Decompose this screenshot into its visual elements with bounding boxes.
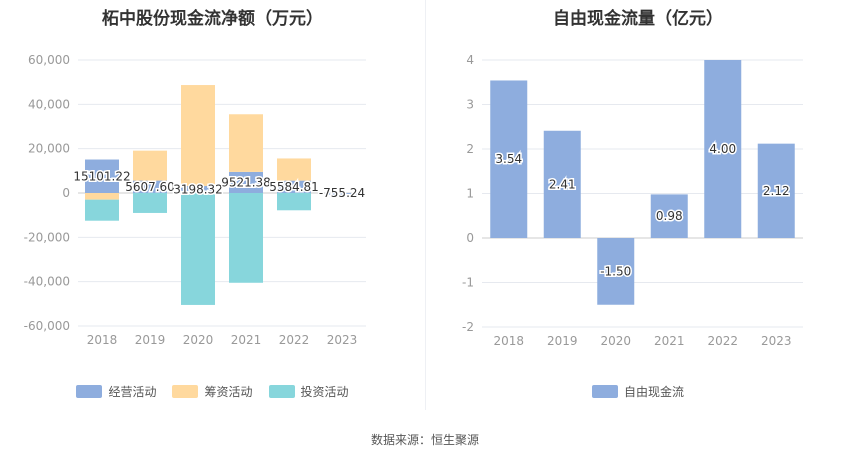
y-tick-label: 0 [466, 231, 474, 245]
bar-free-cash-flow [543, 130, 581, 238]
data-label: 2.12 [763, 184, 790, 198]
legend-label-investing: 投资活动 [300, 385, 349, 399]
bar-financing [85, 193, 119, 200]
x-tick-label: 2018 [493, 334, 524, 348]
x-tick-label: 2022 [707, 334, 738, 348]
legend-label-operating: 经营活动 [108, 385, 157, 399]
y-tick-label: -40,000 [24, 275, 70, 289]
y-tick-label: -20,000 [24, 230, 70, 244]
bar-financing [277, 158, 311, 181]
free-cash-flow-chart: -2 -1 0 1 2 3 4 2018 2019 2020 2021 2022 2023 3.54 2.4… [462, 53, 803, 348]
right-legend: 自由现金流 [426, 383, 850, 400]
y-tick-label: 40,000 [28, 97, 70, 111]
free-cash-flow-panel: 自由现金流量（亿元） -2 -1 0 1 2 3 4 2018 2019 2020 2021 2022… [426, 0, 850, 410]
bar-investing [181, 193, 215, 305]
bar-free-cash-flow [704, 60, 742, 238]
y-tick-label: -1 [462, 276, 474, 290]
x-tick-label: 2022 [279, 333, 310, 347]
bar-operating [277, 180, 311, 193]
y-tick-label: -2 [462, 320, 474, 334]
legend-swatch-operating [76, 385, 103, 398]
bar-financing [181, 85, 215, 186]
bar-investing [85, 199, 119, 221]
left-legend: 经营活动 筹资活动 投资活动 [0, 383, 425, 400]
y-tick-label: -60,000 [24, 319, 70, 333]
legend-item-operating[interactable]: 经营活动 [76, 383, 156, 400]
data-label: 15101.22 [73, 169, 130, 183]
bar-investing [133, 193, 167, 213]
legend-label-free-cash-flow: 自由现金流 [623, 385, 684, 399]
bar-financing [229, 114, 263, 172]
bar-operating [325, 193, 359, 195]
legend-label-financing: 筹资活动 [204, 385, 253, 399]
bar-free-cash-flow [650, 194, 688, 238]
bar-free-cash-flow [490, 80, 528, 238]
legend-item-free-cash-flow[interactable]: 自由现金流 [591, 383, 684, 400]
data-source-note: 数据来源：恒生聚源 [370, 433, 479, 447]
right-chart-title: 自由现金流量（亿元） [553, 9, 723, 29]
data-label: 5584.81 [269, 180, 319, 194]
cash-flow-net-chart: -60,000 -40,000 -20,000 0 20,000 40,000 60,000… [24, 53, 367, 347]
cash-flow-net-panel: 柘中股份现金流净额（万元） -60,000 -40,000 -20,000 0 20,0… [0, 0, 425, 410]
data-label: -755.24 [319, 186, 365, 200]
data-label: 9521.38 [221, 175, 271, 189]
x-tick-label: 2021 [654, 334, 685, 348]
y-tick-label: 20,000 [28, 142, 70, 156]
y-tick-label: 4 [466, 53, 474, 67]
data-label: -1.50 [600, 264, 631, 278]
bar-financing [133, 150, 167, 181]
x-tick-label: 2021 [231, 333, 262, 347]
bar-operating [181, 185, 215, 193]
x-tick-label: 2020 [183, 333, 214, 347]
data-label: 3198.32 [173, 182, 223, 196]
data-label: 0.98 [656, 209, 683, 223]
x-tick-label: 2018 [87, 333, 118, 347]
y-tick-label: 0 [62, 186, 70, 200]
x-tick-label: 2019 [135, 333, 166, 347]
bar-investing [277, 193, 311, 211]
legend-swatch-free-cash-flow [591, 385, 618, 398]
data-label: 2.41 [549, 177, 576, 191]
bar-operating [229, 171, 263, 193]
y-tick-label: 1 [466, 187, 474, 201]
legend-swatch-investing [268, 385, 295, 398]
data-label: 5607.60 [125, 180, 175, 194]
bar-investing [229, 193, 263, 283]
left-chart-title: 柘中股份现金流净额（万元） [102, 9, 323, 29]
x-tick-label: 2019 [547, 334, 578, 348]
x-tick-label: 2023 [761, 334, 792, 348]
y-tick-label: 2 [466, 142, 474, 156]
bar-free-cash-flow [597, 238, 635, 305]
x-tick-label: 2023 [327, 333, 358, 347]
legend-item-financing[interactable]: 筹资活动 [172, 383, 253, 400]
bar-operating [133, 180, 167, 193]
legend-swatch-financing [172, 385, 199, 398]
legend-item-investing[interactable]: 投资活动 [268, 383, 349, 400]
x-tick-label: 2020 [600, 334, 631, 348]
bar-operating [85, 159, 119, 193]
bar-free-cash-flow [757, 143, 795, 238]
panel-divider [425, 0, 426, 410]
y-tick-label: 3 [466, 98, 474, 112]
data-label: 4.00 [709, 142, 736, 156]
data-label: 3.54 [495, 152, 522, 166]
y-tick-label: 60,000 [28, 53, 70, 67]
